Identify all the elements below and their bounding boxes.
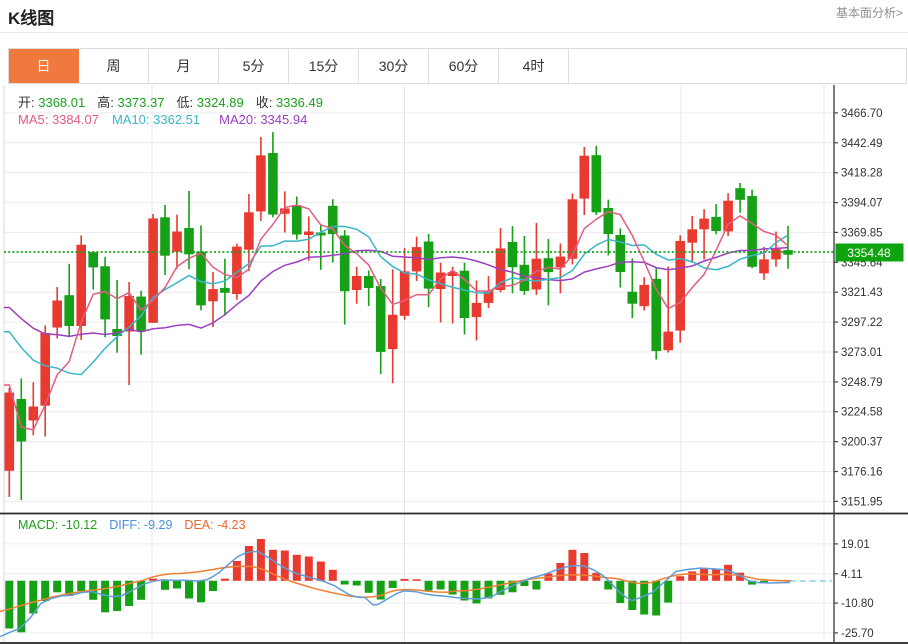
svg-text:-25.70: -25.70 (841, 628, 874, 640)
svg-text:3394.07: 3394.07 (841, 198, 883, 210)
svg-text:3466.70: 3466.70 (841, 108, 883, 120)
svg-text:3369.85: 3369.85 (841, 227, 883, 239)
svg-text:3273.01: 3273.01 (841, 347, 883, 359)
svg-text:3442.49: 3442.49 (841, 138, 883, 150)
svg-text:3248.79: 3248.79 (841, 377, 883, 389)
svg-text:3297.22: 3297.22 (841, 317, 883, 329)
svg-text:3224.58: 3224.58 (841, 407, 883, 419)
svg-text:3200.37: 3200.37 (841, 437, 883, 449)
svg-text:3418.28: 3418.28 (841, 168, 883, 180)
svg-text:3151.95: 3151.95 (841, 496, 883, 508)
svg-text:4.11: 4.11 (841, 569, 863, 581)
svg-text:3321.43: 3321.43 (841, 287, 883, 299)
svg-text:19.01: 19.01 (841, 539, 870, 551)
svg-text:3176.16: 3176.16 (841, 467, 883, 479)
svg-text:-10.80: -10.80 (841, 598, 874, 610)
svg-text:3354.48: 3354.48 (847, 246, 891, 260)
